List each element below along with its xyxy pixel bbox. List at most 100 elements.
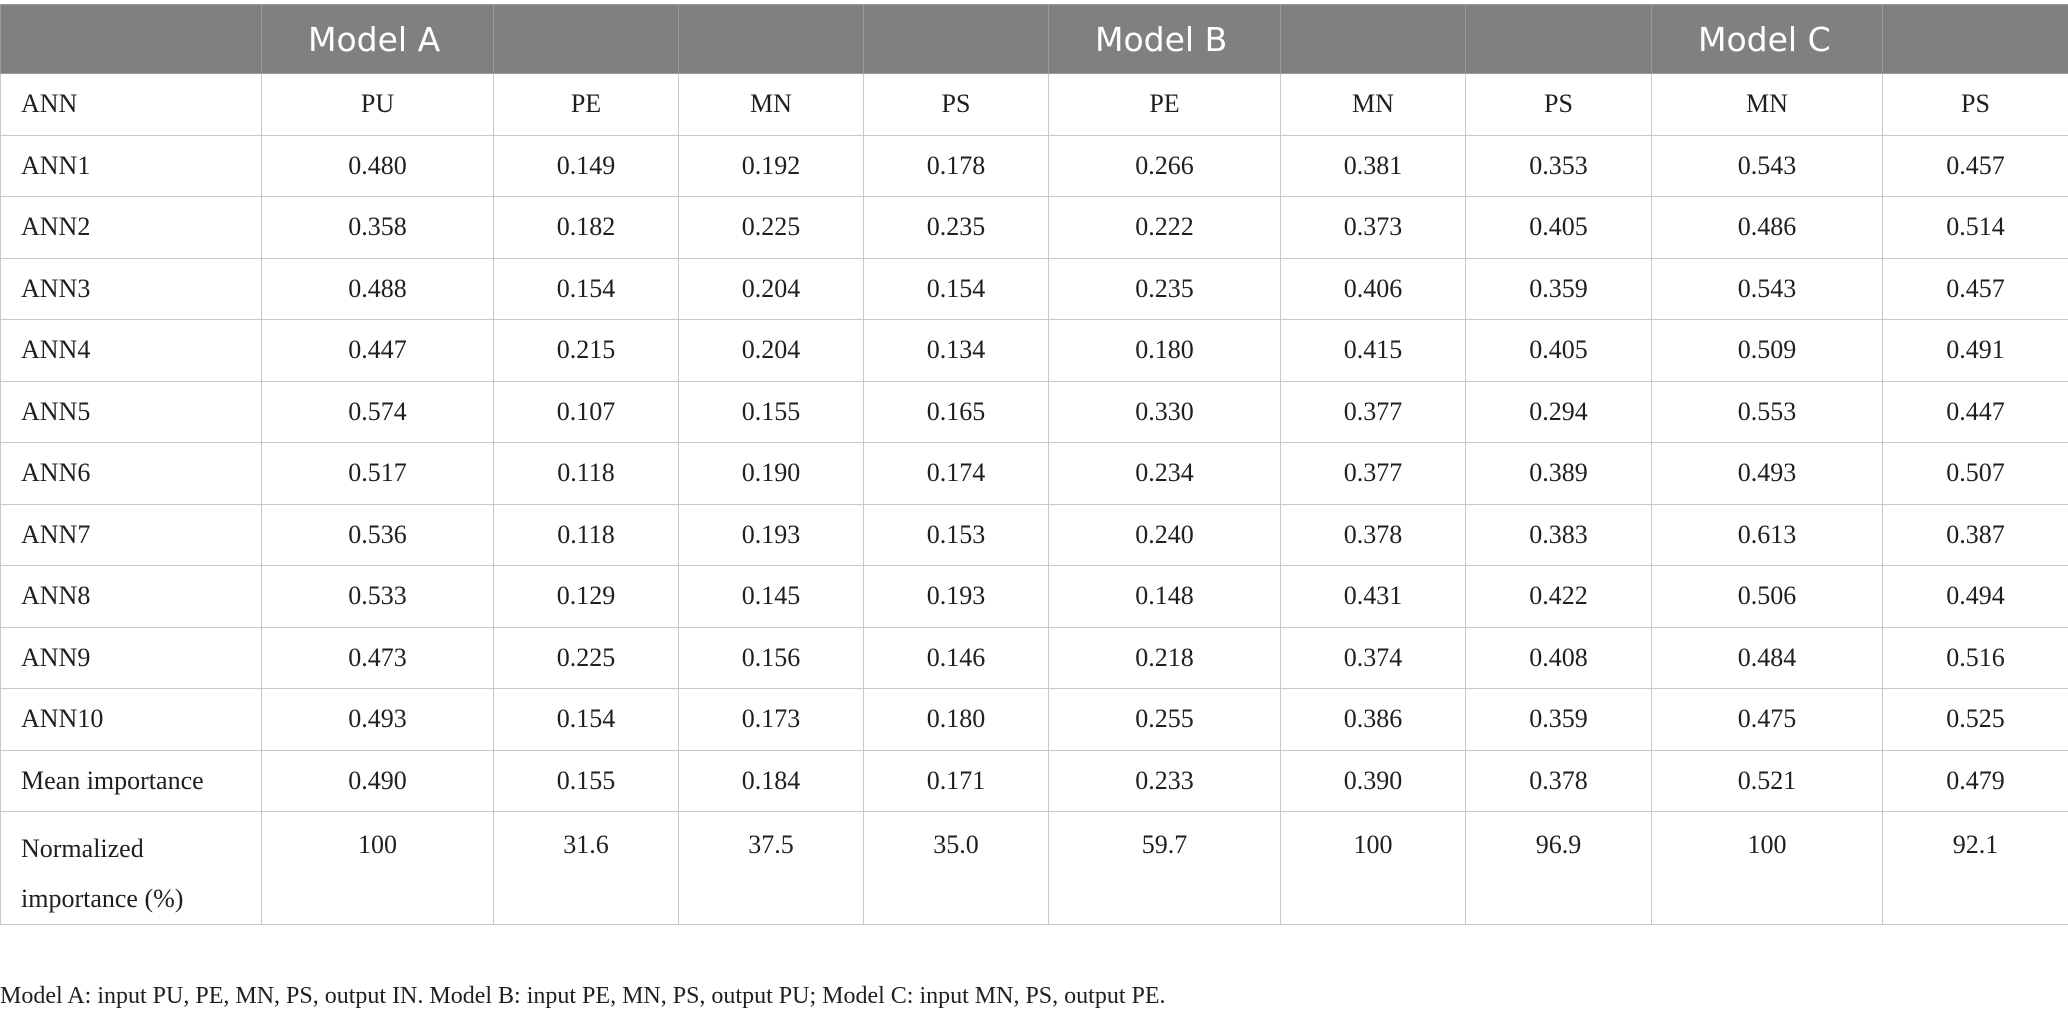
table-row: Normalized importance (%) 100 31.6 37.5 35.0… — [0, 811, 2068, 925]
table-body: ANN PU PE MN PS PE MN PS MN PS ANN1 0.480… — [0, 73, 2068, 925]
model-group-header-row: Model A Model B Model C — [0, 4, 2068, 74]
table-cell: 0.222 — [1048, 196, 1281, 259]
table-cell: 0.180 — [863, 688, 1049, 751]
table-cell: 0.517 — [261, 442, 494, 505]
table-cell: 0.225 — [493, 626, 679, 689]
table-cell: 0.193 — [678, 503, 864, 566]
group-header-cell — [493, 4, 679, 74]
table-cell: 0.506 — [1651, 565, 1883, 628]
table-cell: 0.190 — [678, 442, 864, 505]
table-cell: 0.509 — [1651, 319, 1883, 382]
table-cell: 0.490 — [261, 749, 494, 812]
table-cell: 0.381 — [1280, 134, 1466, 197]
group-header-cell — [0, 4, 262, 74]
table-cell: 0.378 — [1465, 749, 1652, 812]
model-c-header: Model C — [1651, 4, 1883, 74]
table-cell: 0.457 — [1882, 257, 2068, 320]
table-cell: 0.215 — [493, 319, 679, 382]
table-cell: 0.486 — [1651, 196, 1883, 259]
table-cell: 0.234 — [1048, 442, 1281, 505]
table-cell: 0.408 — [1465, 626, 1652, 689]
table-cell: 0.235 — [863, 196, 1049, 259]
column-header: PU — [261, 73, 494, 136]
table-cell: 0.255 — [1048, 688, 1281, 751]
table-cell: 0.193 — [863, 565, 1049, 628]
column-header-ann: ANN — [0, 73, 262, 136]
table-cell: 0.145 — [678, 565, 864, 628]
table-cell: 0.387 — [1882, 503, 2068, 566]
table-cell: 0.447 — [261, 319, 494, 382]
group-header-cell — [863, 4, 1049, 74]
group-header-cell — [1280, 4, 1466, 74]
table-cell: 0.494 — [1882, 565, 2068, 628]
table-cell: 0.240 — [1048, 503, 1281, 566]
table-cell: 0.182 — [493, 196, 679, 259]
table-cell: 0.479 — [1882, 749, 2068, 812]
table-cell: 0.377 — [1280, 442, 1466, 505]
table-cell: 0.154 — [493, 257, 679, 320]
row-label: ANN10 — [0, 688, 262, 751]
row-label: ANN9 — [0, 626, 262, 689]
table-cell: 100 — [261, 811, 494, 925]
table-row: ANN4 0.447 0.215 0.204 0.134 0.180 0.415 0.405 0… — [0, 319, 2068, 382]
table-cell: 0.390 — [1280, 749, 1466, 812]
column-header: PE — [1048, 73, 1281, 136]
model-b-header: Model B — [1048, 4, 1281, 74]
table-cell: 0.488 — [261, 257, 494, 320]
table-cell: 0.358 — [261, 196, 494, 259]
table-cell: 0.493 — [1651, 442, 1883, 505]
table-cell: 0.359 — [1465, 688, 1652, 751]
table-cell: 0.484 — [1651, 626, 1883, 689]
table-cell: 0.373 — [1280, 196, 1466, 259]
row-label: ANN3 — [0, 257, 262, 320]
row-label: ANN6 — [0, 442, 262, 505]
table-cell: 0.107 — [493, 380, 679, 443]
group-header-cell — [1882, 4, 2068, 74]
table-row: ANN6 0.517 0.118 0.190 0.174 0.234 0.377 0.389 0… — [0, 442, 2068, 505]
table-cell: 0.514 — [1882, 196, 2068, 259]
table-cell: 0.129 — [493, 565, 679, 628]
table-cell: 0.480 — [261, 134, 494, 197]
table-cell: 0.536 — [261, 503, 494, 566]
table-cell: 0.178 — [863, 134, 1049, 197]
table-cell: 0.507 — [1882, 442, 2068, 505]
table-cell: 0.533 — [261, 565, 494, 628]
row-label: ANN5 — [0, 380, 262, 443]
table-cell: 0.377 — [1280, 380, 1466, 443]
table-cell: 0.154 — [493, 688, 679, 751]
table-cell: 0.174 — [863, 442, 1049, 505]
table-cell: 0.447 — [1882, 380, 2068, 443]
table-cell: 0.543 — [1651, 257, 1883, 320]
table-row: ANN1 0.480 0.149 0.192 0.178 0.266 0.381 0.353 0… — [0, 134, 2068, 197]
table-cell: 100 — [1651, 811, 1883, 925]
table-cell: 0.405 — [1465, 196, 1652, 259]
table-cell: 0.378 — [1280, 503, 1466, 566]
table-cell: 0.148 — [1048, 565, 1281, 628]
row-label: ANN7 — [0, 503, 262, 566]
table-cell: 0.521 — [1651, 749, 1883, 812]
table-cell: 0.266 — [1048, 134, 1281, 197]
table-cell: 0.491 — [1882, 319, 2068, 382]
column-header: MN — [1651, 73, 1883, 136]
row-label: ANN8 — [0, 565, 262, 628]
table-cell: 0.475 — [1651, 688, 1883, 751]
table-cell: 0.359 — [1465, 257, 1652, 320]
table-cell: 0.574 — [261, 380, 494, 443]
table-row: Mean importance 0.490 0.155 0.184 0.171 0.233… — [0, 749, 2068, 812]
table-cell: 0.233 — [1048, 749, 1281, 812]
table-cell: 37.5 — [678, 811, 864, 925]
table-cell: 0.118 — [493, 442, 679, 505]
table-cell: 0.225 — [678, 196, 864, 259]
row-label: ANN2 — [0, 196, 262, 259]
table-cell: 0.180 — [1048, 319, 1281, 382]
table-cell: 92.1 — [1882, 811, 2068, 925]
column-header: PS — [1465, 73, 1652, 136]
row-label: Normalized importance (%) — [0, 811, 262, 925]
group-header-cell — [1465, 4, 1652, 74]
table-cell: 0.516 — [1882, 626, 2068, 689]
table-cell: 0.330 — [1048, 380, 1281, 443]
table-cell: 0.386 — [1280, 688, 1466, 751]
table-row: ANN3 0.488 0.154 0.204 0.154 0.235 0.406 0.359 0… — [0, 257, 2068, 320]
table-cell: 0.235 — [1048, 257, 1281, 320]
table-cell: 0.353 — [1465, 134, 1652, 197]
